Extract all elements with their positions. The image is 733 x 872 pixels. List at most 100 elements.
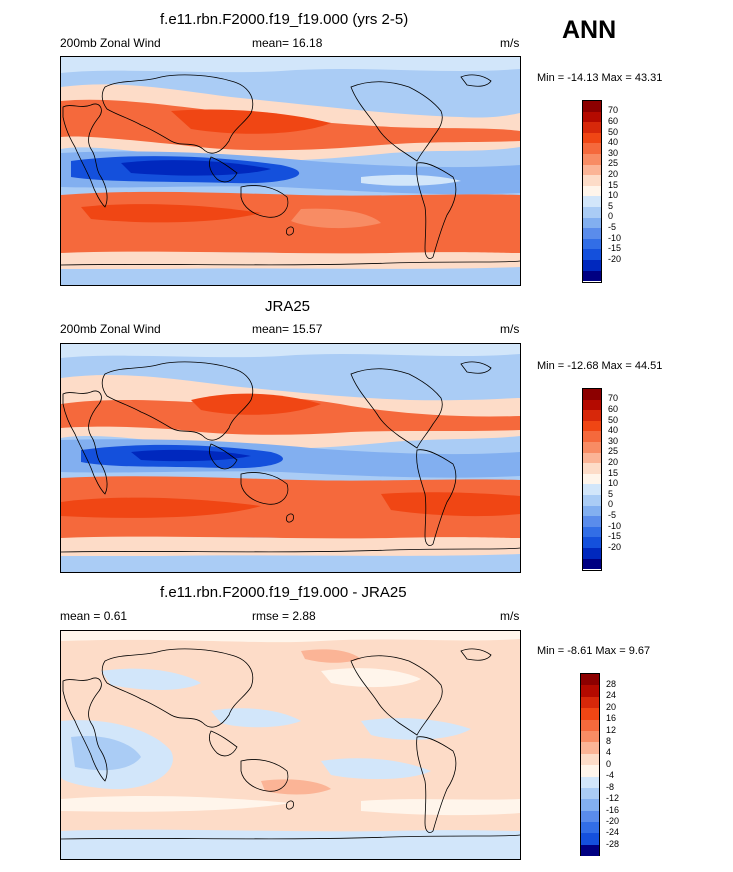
panel-3-title: f.e11.rbn.F2000.f19_f19.000 - JRA25: [160, 584, 407, 601]
colorbar-tick-label: 5: [608, 489, 614, 499]
colorbar-swatch: [583, 441, 601, 453]
colorbar-swatch: [583, 547, 601, 559]
colorbar-swatch: [583, 399, 601, 411]
colorbar-swatch: [583, 132, 601, 144]
panel-3-rmse-label: rmse = 2.88: [252, 609, 316, 623]
panel-3-minmax: Min = -8.61 Max = 9.67: [537, 645, 651, 657]
colorbar-tick-label: 70: [608, 105, 619, 115]
colorbar-swatch: [581, 742, 599, 754]
colorbar-tick-label: 20: [608, 169, 619, 179]
colorbar-tick-label: -10: [608, 521, 622, 531]
colorbar-swatch: [583, 259, 601, 271]
colorbar-swatch: [583, 484, 601, 495]
colorbar-tick-label: -5: [608, 510, 617, 520]
panel-2-colorbar: [582, 388, 602, 571]
panel-1-title: f.e11.rbn.F2000.f19_f19.000 (yrs 2-5): [160, 11, 409, 28]
colorbar-tick-label: 16: [606, 713, 617, 723]
colorbar-swatch: [581, 753, 599, 766]
colorbar-swatch: [583, 431, 601, 442]
colorbar-swatch: [581, 730, 599, 743]
colorbar-tick-label: 40: [608, 425, 619, 435]
colorbar-swatch: [581, 674, 599, 686]
colorbar-tick-label: 30: [608, 148, 619, 158]
colorbar-tick-label: -4: [606, 770, 615, 780]
colorbar-tick-label: -16: [606, 805, 620, 815]
colorbar-tick-label: 0: [606, 759, 612, 769]
colorbar-tick-label: 0: [608, 499, 614, 509]
colorbar-tick-label: -15: [608, 531, 622, 541]
panel-3-mean-label: mean = 0.61: [60, 609, 128, 623]
colorbar-tick-label: 25: [608, 158, 619, 168]
colorbar-swatch: [583, 420, 601, 432]
colorbar-tick-label: -28: [606, 839, 620, 849]
colorbar-swatch: [583, 473, 601, 485]
panel-1-colorbar: [582, 100, 602, 283]
colorbar-tick-label: 25: [608, 446, 619, 456]
colorbar-tick-label: 10: [608, 190, 619, 200]
colorbar-tick-label: 15: [608, 468, 619, 478]
colorbar-tick-label: 24: [606, 690, 617, 700]
colorbar-tick-label: 60: [608, 404, 619, 414]
panel-2-left-label: 200mb Zonal Wind: [60, 322, 161, 336]
colorbar-tick-label: 4: [606, 747, 612, 757]
colorbar-swatch: [581, 708, 599, 720]
panel-3-units: m/s: [500, 609, 520, 623]
colorbar-swatch: [581, 810, 599, 823]
colorbar-tick-label: 50: [608, 415, 619, 425]
colorbar-swatch: [583, 238, 601, 250]
colorbar-swatch: [581, 799, 599, 811]
panel-1-map: [60, 56, 521, 286]
colorbar-tick-label: 60: [608, 116, 619, 126]
colorbar-swatch: [583, 153, 601, 165]
colorbar-tick-label: 20: [606, 702, 617, 712]
colorbar-swatch: [583, 111, 601, 123]
colorbar-swatch: [581, 787, 599, 800]
colorbar-tick-label: 0: [608, 211, 614, 221]
colorbar-swatch: [583, 505, 601, 517]
panel-1-units: m/s: [500, 36, 520, 50]
colorbar-swatch: [583, 217, 601, 229]
colorbar-swatch: [583, 270, 601, 282]
colorbar-swatch: [583, 196, 601, 207]
colorbar-tick-label: -20: [608, 254, 622, 264]
colorbar-swatch: [581, 844, 599, 857]
colorbar-tick-label: 50: [608, 127, 619, 137]
colorbar-swatch: [583, 389, 601, 400]
coastlines: [61, 648, 520, 840]
colorbar-swatch: [583, 101, 601, 112]
panel-2-units: m/s: [500, 322, 520, 336]
panel-3-colorbar: [580, 673, 600, 857]
colorbar-swatch: [583, 228, 601, 239]
panel-1-left-label: 200mb Zonal Wind: [60, 36, 161, 50]
colorbar-swatch: [583, 122, 601, 133]
colorbar-swatch: [583, 249, 601, 260]
colorbar-swatch: [581, 765, 599, 777]
panel-2-minmax: Min = -12.68 Max = 44.51: [537, 360, 663, 372]
colorbar-tick-label: -20: [608, 542, 622, 552]
panel-1-minmax: Min = -14.13 Max = 43.31: [537, 72, 663, 84]
season-label: ANN: [562, 16, 617, 44]
colorbar-swatch: [581, 696, 599, 709]
colorbar-tick-label: 40: [608, 137, 619, 147]
panel-2-map: [60, 343, 521, 573]
colorbar-tick-label: 15: [608, 180, 619, 190]
panel-1-mean-label: mean= 16.18: [252, 36, 323, 50]
panel-2-title: JRA25: [265, 298, 311, 315]
colorbar-tick-label: 70: [608, 393, 619, 403]
colorbar-swatch: [583, 410, 601, 421]
colorbar-swatch: [583, 175, 601, 186]
colorbar-tick-label: -15: [608, 243, 622, 253]
colorbar-tick-label: -5: [608, 222, 617, 232]
colorbar-swatch: [583, 494, 601, 506]
colorbar-swatch: [583, 143, 601, 154]
colorbar-swatch: [583, 537, 601, 548]
colorbar-swatch: [581, 776, 599, 788]
colorbar-tick-label: 20: [608, 457, 619, 467]
colorbar-tick-label: -10: [608, 233, 622, 243]
colorbar-tick-label: 10: [608, 478, 619, 488]
colorbar-swatch: [583, 516, 601, 527]
colorbar-swatch: [583, 206, 601, 218]
colorbar-tick-label: 5: [608, 201, 614, 211]
colorbar-tick-label: -8: [606, 782, 615, 792]
colorbar-tick-label: -24: [606, 827, 620, 837]
